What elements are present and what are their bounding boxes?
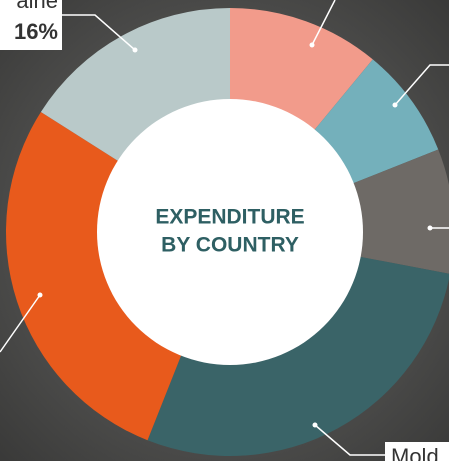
leader-dot [393,103,398,108]
leader-dot [428,226,433,231]
chart-title: EXPENDITURE [155,206,304,229]
value-label: 16% [14,19,58,44]
donut-hole [97,99,363,365]
leader-dot [310,43,315,48]
chart: EXPENDITURE BY COUNTRY aine 16% Mold [0,0,449,461]
category-label: Mold [391,444,439,461]
leader-dot [38,293,43,298]
category-label: aine [16,0,58,13]
page: {"chart_data": {"type": "donut", "title"… [0,0,449,461]
leader-dot [313,423,318,428]
leader-dot [133,48,138,53]
chart-title: BY COUNTRY [161,234,299,257]
